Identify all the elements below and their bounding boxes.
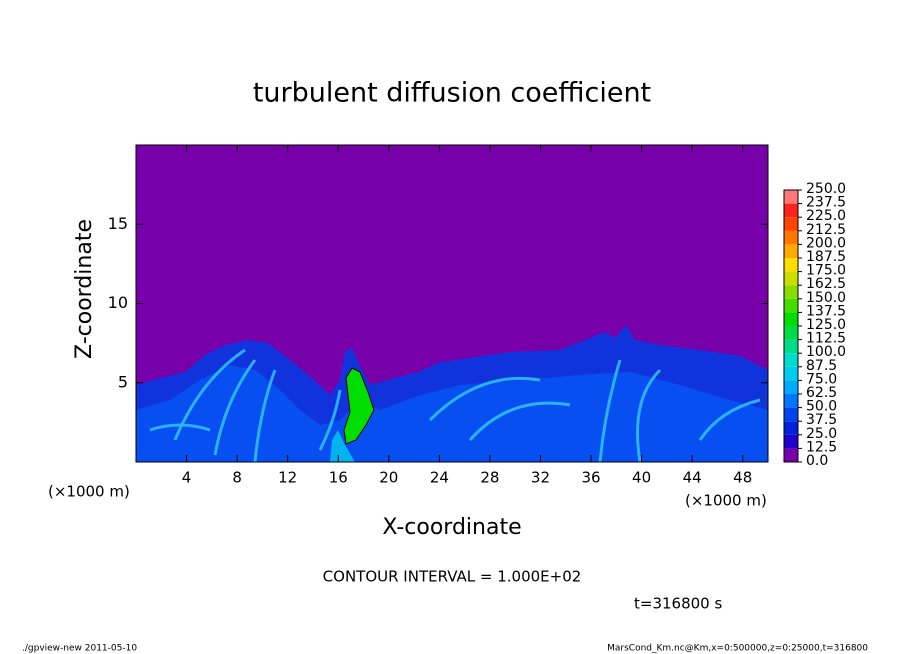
colorbar-band: [784, 353, 798, 367]
colorbar-label: 237.5: [806, 195, 846, 211]
colorbar-band: [784, 434, 798, 449]
footer: ./gpview-new 2011-05-10: [22, 644, 137, 654]
colorbar-band: [784, 285, 798, 299]
field-region: [136, 365, 768, 462]
colorbar-label: 50.0: [806, 399, 837, 415]
colorbar-label: 75.0: [806, 371, 837, 387]
colorbar-band: [784, 230, 798, 245]
colorbar-label: 212.5: [806, 222, 846, 238]
colorbar-label: 12.5: [806, 439, 837, 455]
colorbar-band: [784, 271, 798, 286]
colorbar-label: 100.0: [806, 344, 846, 360]
colorbar-label: 112.5: [806, 331, 846, 347]
x-tick-label: 44: [683, 469, 702, 487]
y-tick-label: 15: [108, 214, 128, 233]
x-tick-label: 8: [232, 469, 242, 487]
footer: MarsCond_Km.nc@Km,x=0:500000,z=0:25000,t…: [607, 644, 868, 654]
field-peak: [343, 367, 375, 445]
colorbar-label: 150.0: [806, 290, 846, 306]
colorbar-band: [784, 203, 798, 218]
colorbar-label: 0.0: [806, 453, 828, 469]
colorbar-band: [784, 190, 798, 204]
x-tick-label: 4: [182, 469, 192, 487]
x-axis-label: X-coordinate: [382, 515, 521, 540]
colorbar-band: [784, 394, 798, 408]
colorbar-label: 37.5: [806, 412, 837, 428]
y-axis-label: Z-coordinate: [72, 219, 97, 359]
field-streaks: [149, 348, 761, 462]
colorbar-label: 62.5: [806, 385, 837, 401]
chart-title: turbulent diffusion coefficient: [253, 78, 651, 109]
colorbar-band: [784, 380, 798, 394]
time-label: t=316800 s: [634, 595, 722, 613]
colorbar-band: [784, 258, 798, 272]
colorbar-band: [784, 326, 798, 340]
x-tick-label: 16: [329, 469, 348, 487]
colorbar-label: 200.0: [806, 235, 846, 251]
x-tick-label: 12: [278, 469, 297, 487]
colorbar-label: 87.5: [806, 358, 837, 374]
x-tick-label: 24: [430, 469, 449, 487]
x-tick-label: 28: [480, 469, 499, 487]
annotation: CONTOUR INTERVAL = 1.000E+02: [323, 568, 582, 586]
y-tick-label: 10: [108, 293, 128, 312]
colorbar-label: 175.0: [806, 263, 846, 279]
field-region: [330, 430, 355, 462]
colorbar-band: [784, 448, 798, 462]
x-unit: (×1000 m): [685, 492, 767, 510]
x-tick-label: 32: [531, 469, 550, 487]
x-tick-label: 36: [581, 469, 600, 487]
colorbar-label: 137.5: [806, 303, 846, 319]
field: [136, 325, 768, 462]
colorbar-label: 125.0: [806, 317, 846, 333]
colorbar-band: [784, 244, 798, 258]
colorbar-label: 25.0: [806, 426, 837, 442]
colorbar-band: [784, 421, 798, 435]
x-tick-label: 40: [632, 469, 651, 487]
colorbar-label: 225.0: [806, 208, 846, 224]
x-tick-label: 20: [379, 469, 398, 487]
colorbar-band: [784, 407, 798, 422]
colorbar-label: 187.5: [806, 249, 846, 265]
colorbar-band: [784, 366, 798, 381]
colorbar-label: 250.0: [806, 181, 846, 197]
colorbar-band: [784, 312, 798, 326]
x-unit: (×1000 m): [48, 483, 130, 501]
colorbar-band: [784, 339, 798, 354]
colorbar-band: [784, 217, 798, 231]
colorbar-band: [784, 298, 798, 313]
colorbar-label: 162.5: [806, 276, 846, 292]
x-tick-label: 48: [733, 469, 752, 487]
y-tick-label: 5: [118, 372, 128, 391]
